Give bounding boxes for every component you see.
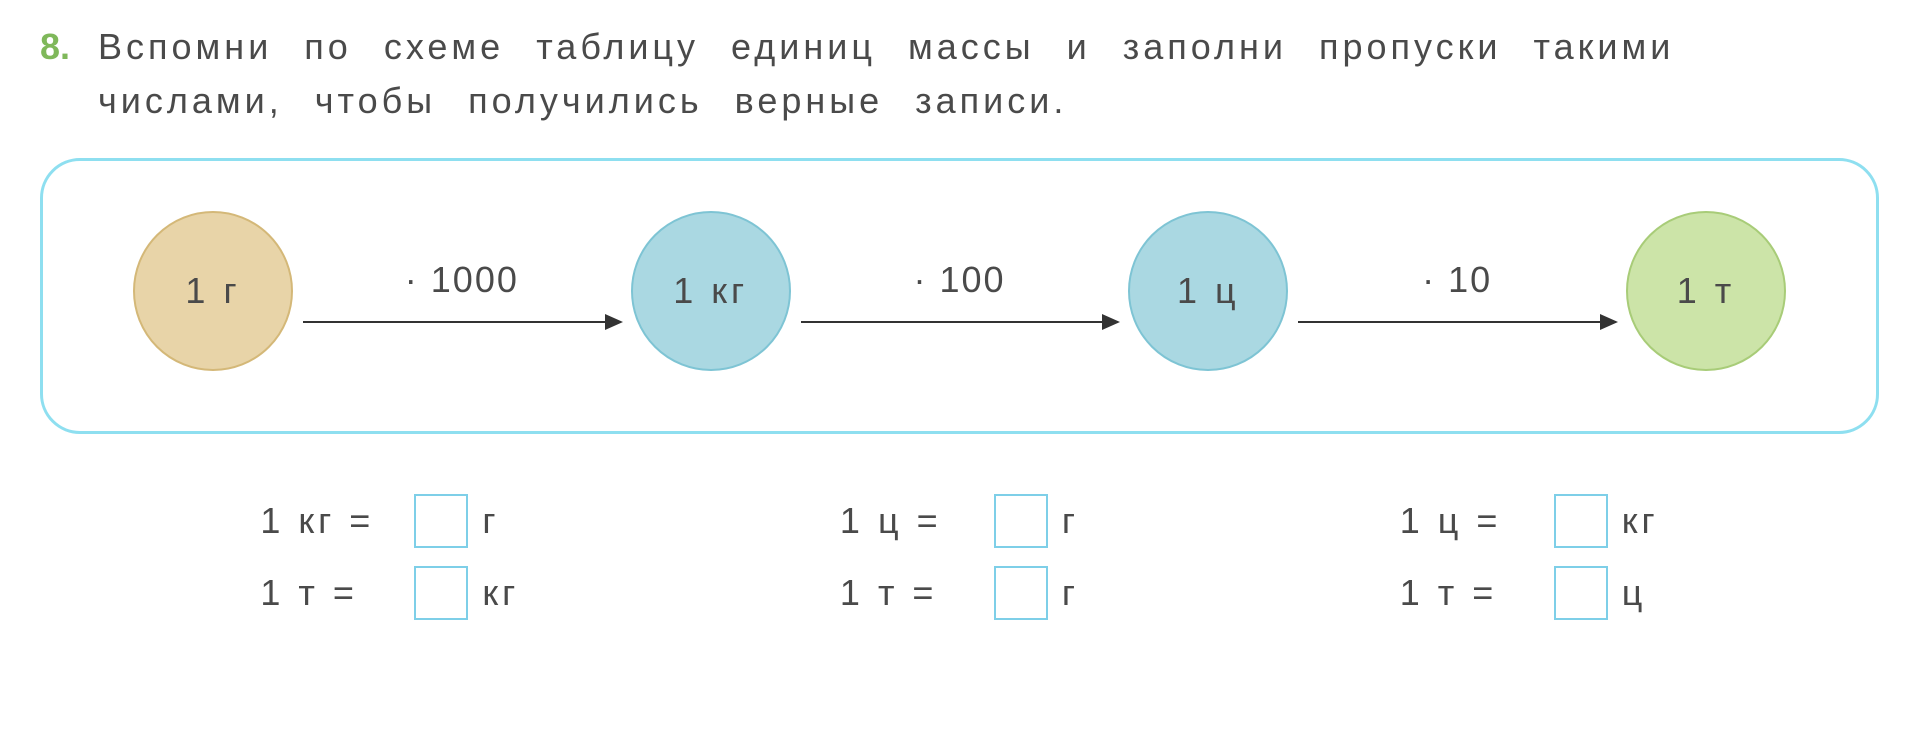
equation-row: 1 т = г xyxy=(840,566,1079,620)
arrow-section: · 10 xyxy=(1298,259,1616,323)
blank-input[interactable] xyxy=(1554,566,1608,620)
unit-node-kilogram: 1 кг xyxy=(631,211,791,371)
equation-unit: кг xyxy=(1622,500,1659,542)
equation-left: 1 т = xyxy=(260,572,400,614)
unit-label: 1 т xyxy=(1677,270,1736,312)
arrow-line xyxy=(1298,321,1616,323)
arrow-label: · 100 xyxy=(913,259,1005,301)
unit-label: 1 ц xyxy=(1177,270,1240,312)
equation-unit: кг xyxy=(482,572,519,614)
equation-row: 1 т = ц xyxy=(1400,566,1659,620)
diagram-row: 1 г · 1000 1 кг · 100 1 ц · 10 1 т xyxy=(133,211,1786,371)
arrow-label: · 10 xyxy=(1422,259,1492,301)
arrow-section: · 100 xyxy=(801,259,1119,323)
equation-column: 1 ц = г 1 т = г xyxy=(840,494,1079,620)
unit-node-ton: 1 т xyxy=(1626,211,1786,371)
question-header: 8. Вспомни по схеме таблицу единиц массы… xyxy=(40,20,1879,128)
unit-label: 1 кг xyxy=(673,270,748,312)
blank-input[interactable] xyxy=(414,566,468,620)
equation-column: 1 кг = г 1 т = кг xyxy=(260,494,519,620)
equation-left: 1 ц = xyxy=(1400,500,1540,542)
equation-left: 1 т = xyxy=(1400,572,1540,614)
unit-node-centner: 1 ц xyxy=(1128,211,1288,371)
blank-input[interactable] xyxy=(994,566,1048,620)
unit-label: 1 г xyxy=(185,270,240,312)
question-number: 8. xyxy=(40,20,70,74)
arrow-line xyxy=(801,321,1119,323)
equation-unit: г xyxy=(1062,500,1079,542)
equation-unit: г xyxy=(482,500,499,542)
equation-left: 1 кг = xyxy=(260,500,400,542)
blank-input[interactable] xyxy=(414,494,468,548)
equation-unit: ц xyxy=(1622,572,1647,614)
equation-unit: г xyxy=(1062,572,1079,614)
equation-left: 1 ц = xyxy=(840,500,980,542)
equation-row: 1 ц = г xyxy=(840,494,1079,548)
equation-row: 1 ц = кг xyxy=(1400,494,1659,548)
arrow-label: · 1000 xyxy=(405,259,519,301)
arrow-section: · 1000 xyxy=(303,259,621,323)
arrow-line xyxy=(303,321,621,323)
equation-row: 1 кг = г xyxy=(260,494,519,548)
equation-column: 1 ц = кг 1 т = ц xyxy=(1400,494,1659,620)
question-text: Вспомни по схеме таблицу единиц массы и … xyxy=(98,20,1879,128)
equation-left: 1 т = xyxy=(840,572,980,614)
blank-input[interactable] xyxy=(994,494,1048,548)
unit-node-gram: 1 г xyxy=(133,211,293,371)
equations-container: 1 кг = г 1 т = кг 1 ц = г 1 т = г 1 ц = … xyxy=(40,494,1879,620)
diagram-container: 1 г · 1000 1 кг · 100 1 ц · 10 1 т xyxy=(40,158,1879,434)
blank-input[interactable] xyxy=(1554,494,1608,548)
equation-row: 1 т = кг xyxy=(260,566,519,620)
